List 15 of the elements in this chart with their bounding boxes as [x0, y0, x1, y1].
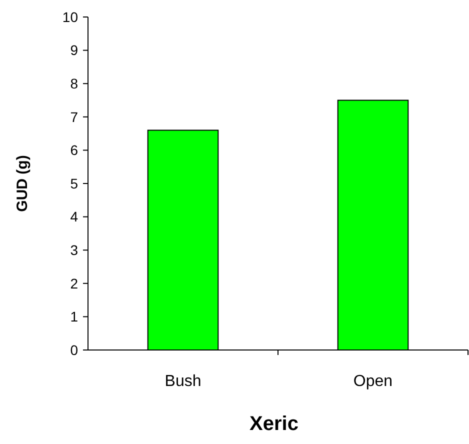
y-tick-label: 0 — [70, 342, 78, 358]
y-axis-title: GUD (g) — [14, 155, 31, 212]
y-tick-label: 5 — [70, 175, 78, 192]
y-tick-label: 7 — [70, 108, 78, 125]
y-tick-label: 2 — [70, 275, 78, 292]
y-tick-label: 9 — [70, 42, 78, 58]
y-tick-label: 3 — [70, 242, 78, 258]
y-tick-label: 1 — [70, 308, 78, 325]
y-tick-label: 10 — [62, 8, 78, 25]
x-tick-label: Open — [353, 373, 393, 390]
y-tick-label: 6 — [70, 142, 78, 158]
y-tick-label: 4 — [70, 208, 78, 225]
y-tick-label: 8 — [70, 76, 78, 92]
x-tick-label: Bush — [164, 373, 202, 390]
x-axis-title: Xeric — [250, 413, 298, 435]
